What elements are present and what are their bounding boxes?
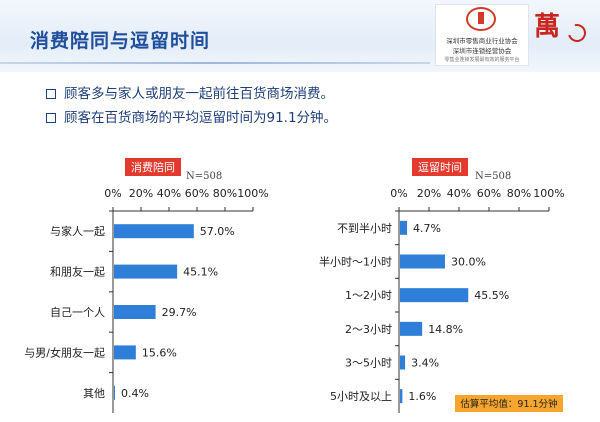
- title-underline: [0, 62, 430, 64]
- accompany-tick-label: 60%: [185, 187, 209, 200]
- accompany-tick-label: 0%: [104, 187, 121, 200]
- stay-sample-note: N=508: [475, 171, 511, 182]
- accompany-bar: [114, 264, 178, 279]
- stay-value-label: 45.5%: [474, 289, 509, 302]
- accompany-tick-label: 20%: [129, 187, 153, 200]
- accompany-category-label: 自己一个人: [50, 306, 105, 319]
- stay-tick-label: 20%: [417, 187, 441, 200]
- stay-category-label: 2～3小时: [345, 323, 392, 336]
- accompany-sample-note: N=508: [186, 171, 222, 182]
- logo-line-1: 深圳市零售商业行业协会: [446, 37, 518, 45]
- association-logo: 深圳市零售商业行业协会 深圳市连锁经营协会 零售业连锁发展最有效的服务平台: [435, 4, 529, 66]
- accompany-category-label: 与男/女朋友一起: [24, 345, 105, 359]
- accompany-tick-label: 100%: [237, 187, 268, 200]
- logo-line-2: 深圳市连锁经营协会: [452, 47, 512, 55]
- square-bullet-icon: [46, 89, 56, 99]
- accompany-bar: [114, 385, 115, 400]
- stay-tick-label: 60%: [477, 187, 501, 200]
- accompany-value-label: 57.0%: [200, 225, 235, 238]
- brand-logo: 萬: [534, 12, 561, 42]
- stay-tick-label: 80%: [507, 187, 531, 200]
- accompany-tick-label: 80%: [213, 187, 237, 200]
- accompany-bar: [114, 305, 156, 319]
- stay-category-label: 3～5小时: [345, 357, 392, 370]
- accompany-bar: [114, 345, 136, 360]
- bullet-item: 顾客多与家人或朋友一起前往百货商场消费。: [46, 82, 337, 106]
- stay-bar: [400, 220, 408, 235]
- stay-value-label: 1.6%: [408, 390, 436, 403]
- stay-category-label: 不到半小时: [337, 221, 392, 235]
- stay-average-text: 估算平均值：91.1分钟: [460, 398, 557, 410]
- stay-tick-label: 0%: [390, 187, 407, 200]
- accompany-title-chip: [125, 158, 181, 176]
- logo-line-3: 零售业连锁发展最有效的服务平台: [444, 57, 520, 63]
- accompany-chart-title: 消费陪同: [131, 160, 175, 174]
- stay-tick-label: 40%: [447, 187, 471, 200]
- stay-title-chip: [412, 158, 468, 176]
- stay-category-label: 半小时～1小时: [319, 255, 392, 269]
- slide-title: 消费陪同与逗留时间: [30, 30, 211, 52]
- stay-category-label: 5小时及以上: [330, 390, 392, 403]
- accompany-value-label: 29.7%: [162, 306, 197, 319]
- bullet-item: 顾客在百货商场的平均逗留时间为91.1分钟。: [46, 106, 337, 130]
- accompany-tick-label: 40%: [157, 187, 181, 200]
- stay-value-label: 30.0%: [451, 256, 486, 269]
- square-bullet-icon: [46, 113, 56, 123]
- stay-bar: [400, 254, 445, 269]
- bullet-text: 顾客多与家人或朋友一起前往百货商场消费。: [64, 86, 334, 102]
- accompany-category-label: 和朋友一起: [50, 265, 105, 279]
- association-emblem-icon: [466, 7, 496, 31]
- stay-category-label: 1～2小时: [345, 289, 392, 302]
- stay-value-label: 14.8%: [428, 323, 463, 336]
- bullet-list: 顾客多与家人或朋友一起前往百货商场消费。 顾客在百货商场的平均逗留时间为91.1…: [46, 82, 337, 130]
- accompany-category-label: 与家人一起: [50, 224, 105, 238]
- slide-header: 消费陪同与逗留时间 深圳市零售商业行业协会 深圳市连锁经营协会 零售业连锁发展最…: [0, 0, 600, 72]
- accompany-bar: [114, 224, 194, 239]
- accompany-category-label: 其他: [83, 387, 105, 400]
- stay-value-label: 3.4%: [411, 357, 439, 370]
- accompany-value-label: 15.6%: [142, 346, 177, 359]
- accompany-value-label: 0.4%: [121, 387, 149, 400]
- accompany-value-label: 45.1%: [183, 266, 218, 279]
- stay-bar: [400, 389, 403, 404]
- stay-value-label: 4.7%: [413, 222, 441, 235]
- stay-bar: [400, 288, 469, 303]
- stay-average-badge: [455, 395, 563, 412]
- bullet-text: 顾客在百货商场的平均逗留时间为91.1分钟。: [64, 110, 338, 126]
- stay-tick-label: 100%: [533, 187, 564, 200]
- stay-bar: [400, 355, 406, 370]
- stay-bar: [400, 321, 423, 336]
- stay-chart-title: 逗留时间: [418, 161, 462, 174]
